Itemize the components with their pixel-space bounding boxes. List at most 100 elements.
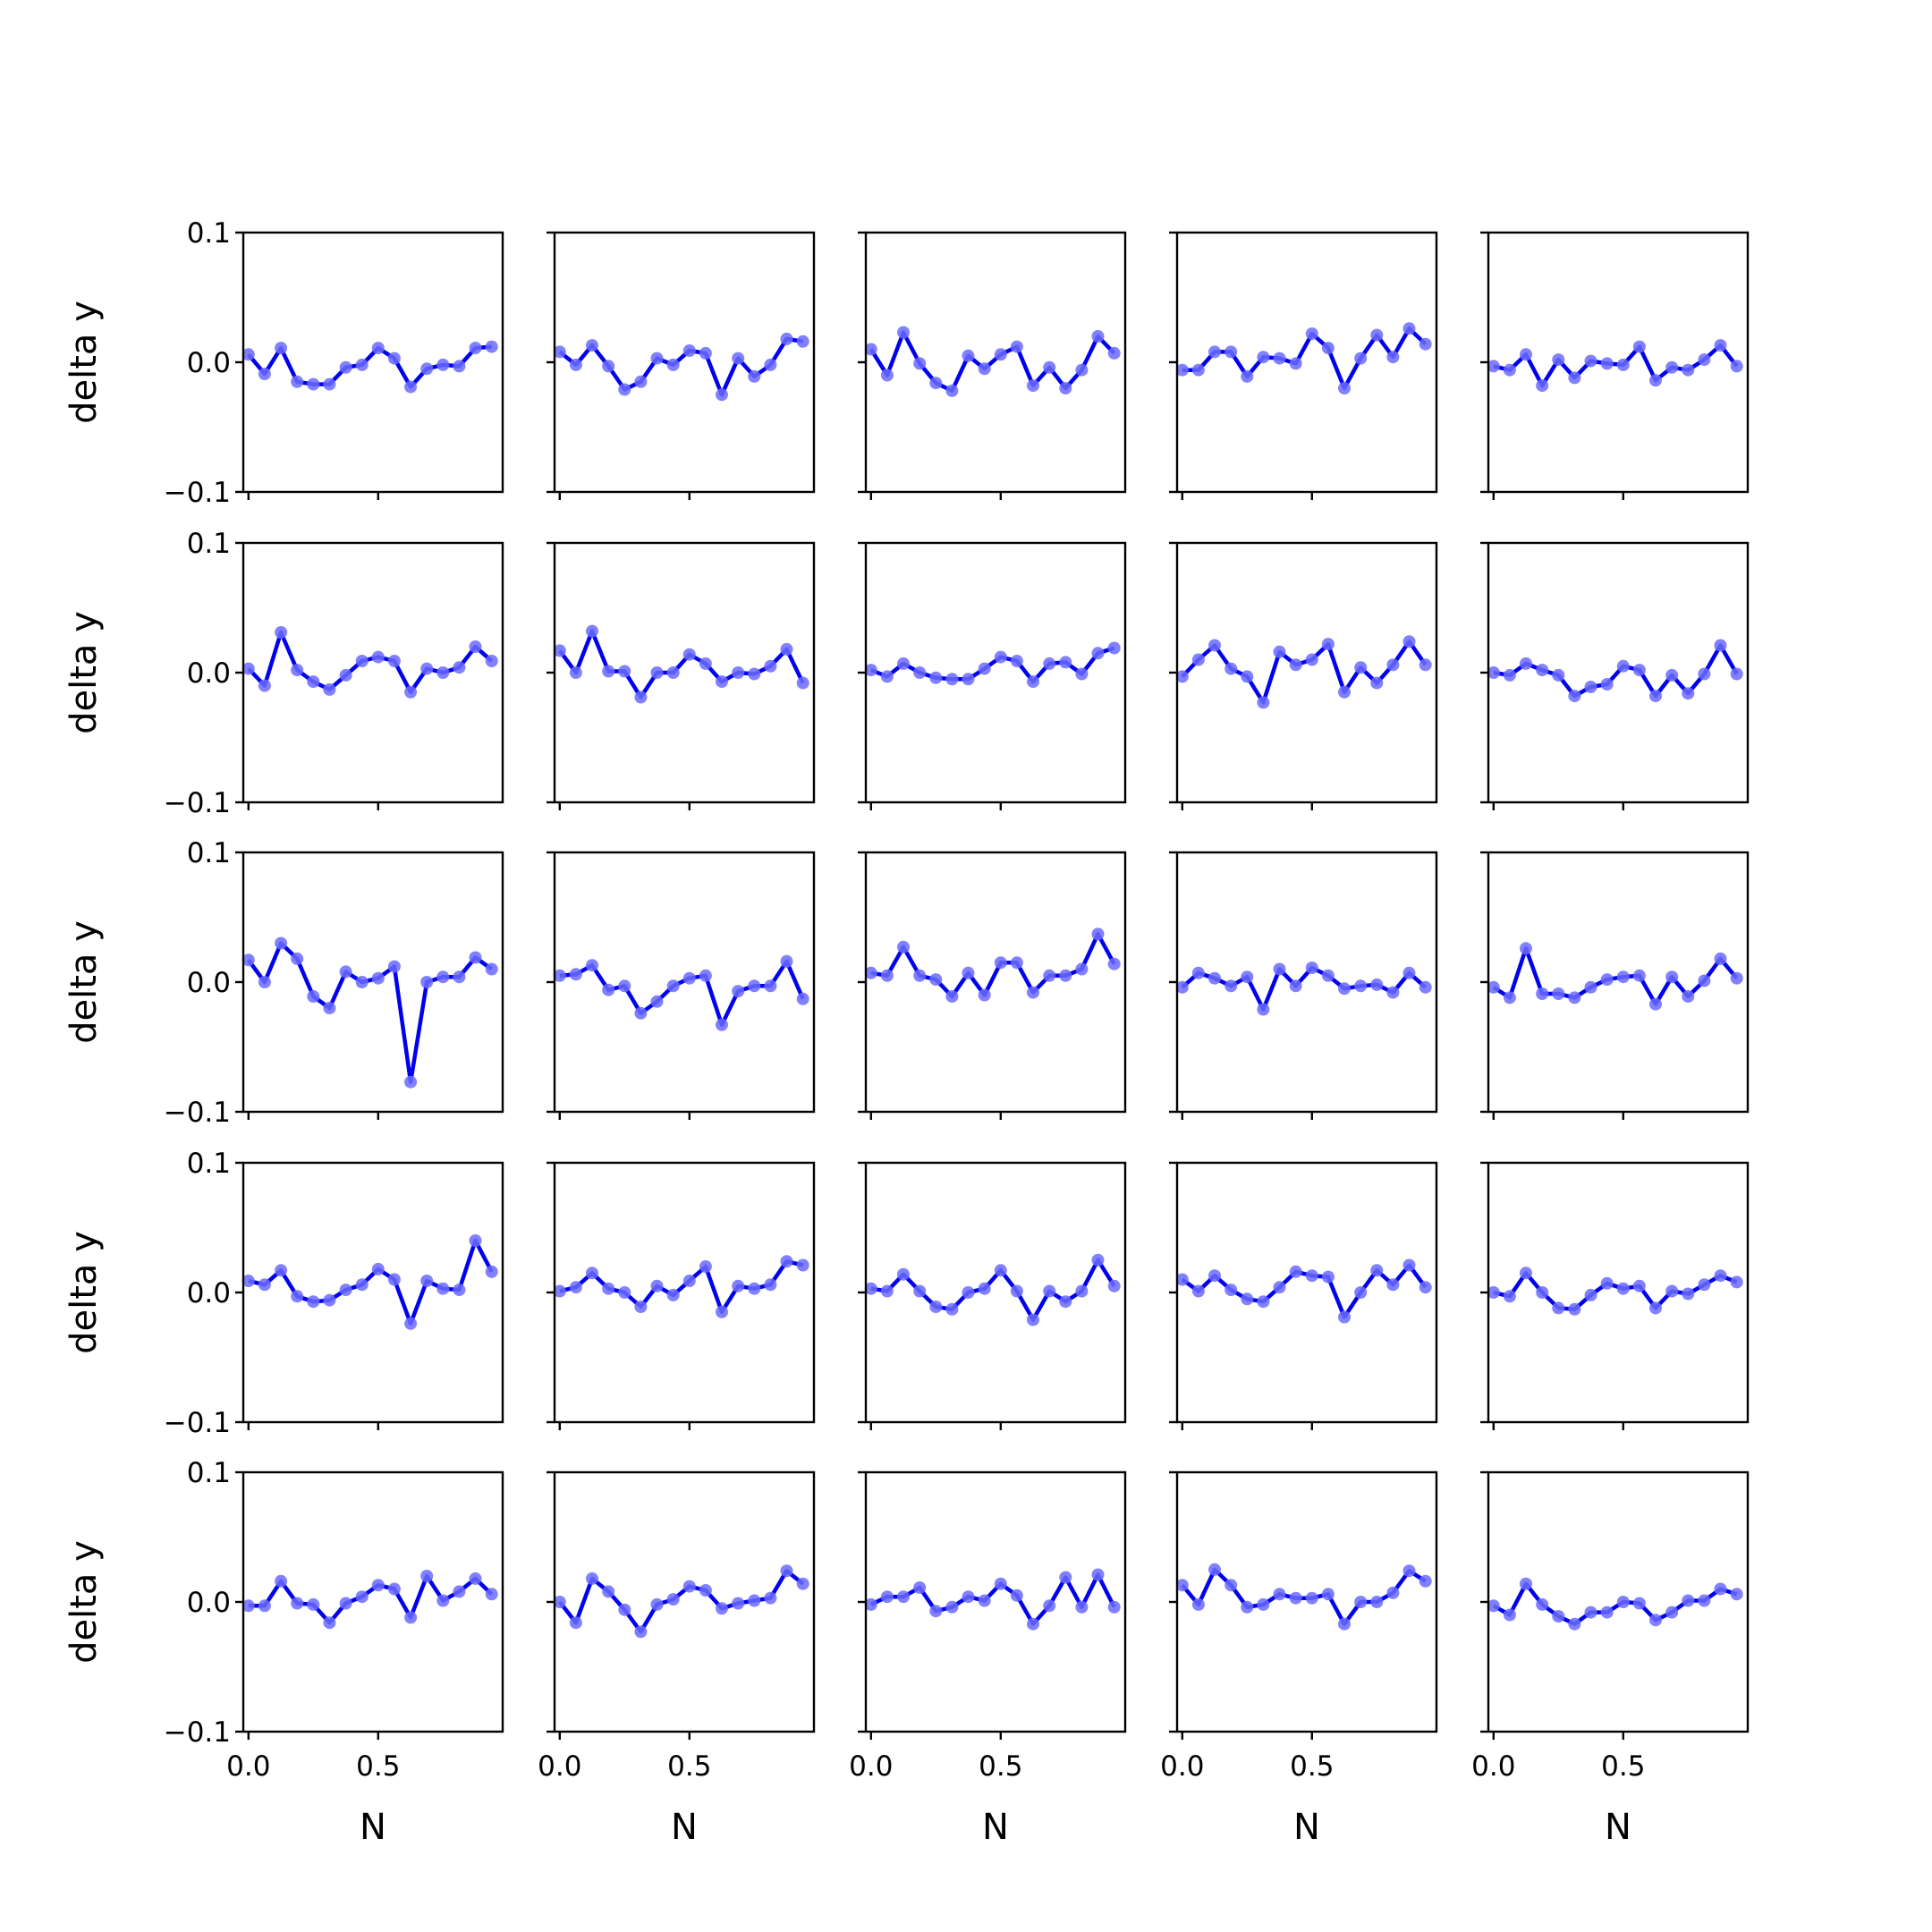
subplot-r2-c2 (547, 541, 816, 810)
series-line (1182, 326, 1428, 391)
data-point (258, 976, 271, 988)
data-point (485, 655, 498, 667)
data-point (1503, 363, 1516, 377)
data-point (387, 1273, 401, 1286)
data-point (242, 1599, 255, 1613)
series-line (1181, 1567, 1427, 1626)
subplot-r1-c3 (858, 231, 1127, 500)
data-point (1305, 1269, 1318, 1283)
data-point (1224, 979, 1238, 993)
series-line (248, 1573, 494, 1625)
data-point (1714, 639, 1727, 652)
data-point (962, 349, 975, 362)
data-point (1354, 979, 1368, 993)
plot-frame (1175, 1470, 1438, 1733)
series-line (869, 1572, 1116, 1626)
data-point (1682, 1594, 1695, 1607)
data-point (1730, 971, 1743, 985)
y-axis-label: delta y (64, 1540, 105, 1664)
series-line (870, 1258, 1116, 1322)
data-point (586, 339, 598, 352)
data-point (1698, 353, 1711, 367)
x-tick-label: 0.0 (538, 1750, 581, 1783)
data-point (1289, 1591, 1302, 1605)
data-point (1059, 1571, 1072, 1584)
data-point (945, 990, 959, 1003)
data-point (945, 1600, 959, 1614)
data-point (275, 342, 288, 355)
data-point (1027, 379, 1039, 393)
data-point (275, 936, 288, 950)
data-point (764, 659, 777, 673)
y-tick-label: 0.0 (187, 1587, 231, 1619)
data-point (258, 368, 271, 380)
data-point (618, 665, 631, 678)
data-point (1010, 956, 1023, 970)
data-point (1273, 962, 1286, 976)
data-point (1241, 1292, 1254, 1306)
data-point (1010, 340, 1023, 353)
x-axis-label: N (1293, 1807, 1320, 1848)
data-point (764, 1591, 777, 1605)
data-point (1175, 670, 1189, 683)
data-point (1289, 357, 1302, 370)
data-point (1632, 969, 1646, 982)
data-point (1536, 987, 1549, 1000)
data-point (962, 673, 975, 686)
data-point (1568, 371, 1581, 385)
data-point (1665, 668, 1679, 682)
data-point (945, 673, 959, 686)
data-point (275, 626, 288, 639)
data-point (732, 1597, 745, 1610)
data-point (699, 346, 712, 360)
data-point (436, 970, 450, 984)
data-point (929, 1301, 943, 1313)
data-point (1402, 1258, 1416, 1272)
x-tick-label: 0.0 (1471, 1750, 1515, 1783)
x-tick-label: 0.0 (226, 1750, 270, 1783)
data-point (602, 983, 615, 996)
data-point (1520, 348, 1532, 361)
data-point (732, 666, 745, 679)
data-point (602, 360, 615, 373)
data-point (1289, 979, 1302, 993)
series-line (246, 941, 494, 1084)
data-point (1321, 342, 1335, 355)
data-point (1354, 1286, 1368, 1299)
plot-frame (1175, 1161, 1438, 1424)
y-tick-label: 0.1 (187, 528, 231, 560)
data-point (1552, 1301, 1565, 1315)
data-point (1419, 1574, 1432, 1588)
data-point (420, 662, 434, 675)
data-point (307, 675, 320, 689)
data-point (1698, 1594, 1711, 1607)
subplot-r5-c3: 0.0 0.5 N (849, 1470, 1127, 1848)
data-point (1649, 1614, 1662, 1627)
data-point (1075, 667, 1089, 681)
data-point (1354, 352, 1368, 365)
data-point (1552, 987, 1565, 1000)
data-point (307, 1597, 320, 1611)
data-point (1191, 1597, 1205, 1611)
data-point (1402, 322, 1416, 335)
x-tick-label: 0.5 (667, 1750, 711, 1783)
data-point (716, 1602, 728, 1615)
data-point (1107, 1279, 1121, 1292)
data-point (586, 1572, 598, 1585)
data-point (864, 664, 877, 677)
data-point (1010, 655, 1023, 667)
data-point (453, 1585, 466, 1598)
data-point (1043, 360, 1056, 374)
data-point (1665, 1606, 1679, 1619)
data-point (469, 1572, 482, 1585)
series-line (559, 1258, 804, 1315)
data-point (569, 666, 582, 679)
data-point (682, 648, 696, 661)
data-point (339, 1284, 352, 1297)
data-point (420, 362, 434, 376)
data-point (355, 358, 369, 371)
x-tick-label: 0.0 (1160, 1750, 1204, 1783)
data-point (553, 1596, 566, 1608)
data-point (1321, 969, 1335, 982)
data-point (291, 1597, 304, 1610)
